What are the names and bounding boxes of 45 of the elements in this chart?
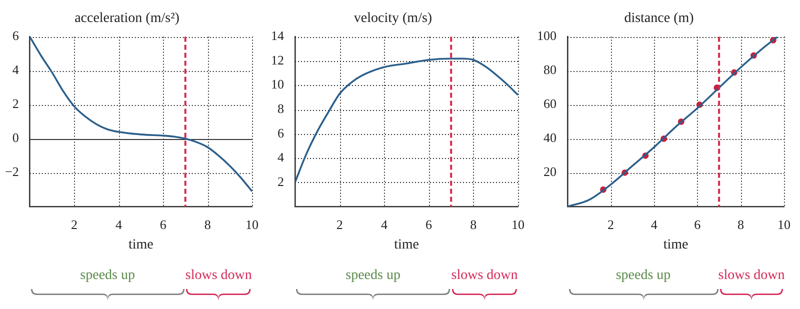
y-tick-label: 2 [278, 174, 284, 189]
text: slows down [451, 268, 518, 284]
x-axis-title: time [128, 237, 154, 252]
line-series [295, 58, 518, 184]
y-tick-label: 6 [278, 125, 284, 140]
x-tick-label: 4 [650, 216, 658, 232]
y-tick-label: 60 [544, 96, 556, 112]
x-tick-label: 6 [694, 216, 702, 232]
text: slows down [718, 268, 785, 284]
text: speeds up [80, 268, 135, 284]
y-tick-label: −2 [4, 164, 19, 180]
y-tick-label: 4 [278, 150, 284, 165]
x-tick-label: 6 [426, 216, 433, 232]
y-tick-label: 80 [544, 62, 556, 78]
x-tick-label: 10 [512, 216, 524, 232]
x-axis-title: time [663, 237, 688, 252]
y-tick-label: 4 [12, 62, 20, 78]
x-tick-label: 2 [71, 216, 78, 232]
y-tick-label: 14 [271, 28, 284, 44]
x-tick-label: 10 [778, 216, 790, 232]
y-tick-label: 6 [12, 28, 20, 44]
x-tick-label: 8 [470, 216, 477, 232]
chart-title: distance (m) [624, 11, 694, 26]
x-tick-label: 4 [115, 216, 122, 232]
x-tick-label: 2 [608, 216, 614, 232]
x-tick-label: 10 [246, 216, 258, 232]
y-tick-label: 10 [271, 76, 284, 92]
x-tick-label: 8 [204, 216, 211, 232]
y-tick-label: 8 [278, 100, 284, 116]
x-tick-label: 4 [380, 216, 388, 232]
y-tick-label: 100 [537, 28, 556, 44]
x-tick-label: 6 [160, 216, 167, 232]
text: speeds up [616, 268, 671, 284]
y-tick-label: 0 [12, 130, 19, 146]
x-tick-label: 2 [336, 216, 343, 232]
text: speeds up [346, 268, 400, 284]
y-tick-label: 20 [544, 164, 556, 180]
y-tick-label: 12 [271, 52, 284, 68]
chart-title: velocity (m/s) [354, 11, 432, 26]
x-axis-title: time [394, 237, 419, 252]
x-tick-label: 8 [737, 216, 744, 232]
y-tick-label: 2 [12, 96, 19, 112]
chart-title: acceleration (m/s²) [74, 11, 180, 26]
text: slows down [185, 268, 252, 284]
y-tick-label: 40 [544, 130, 556, 146]
